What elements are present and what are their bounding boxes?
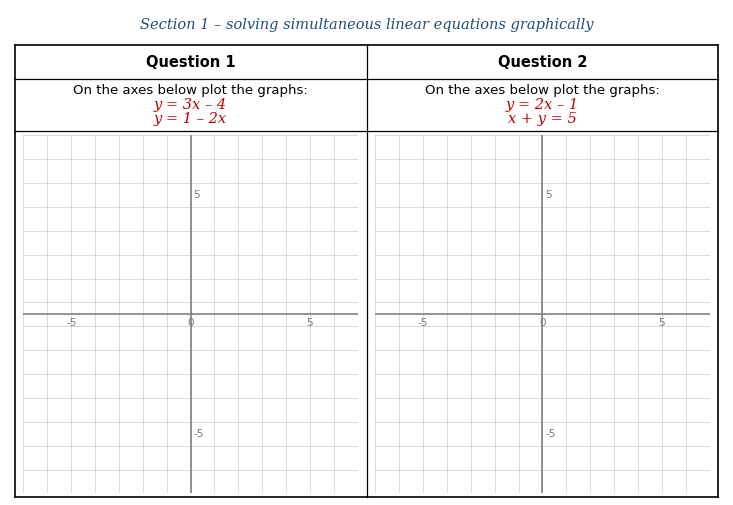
- Text: -5: -5: [194, 429, 204, 439]
- Text: -5: -5: [545, 429, 556, 439]
- Text: 0: 0: [539, 318, 545, 328]
- Text: On the axes below plot the graphs:: On the axes below plot the graphs:: [73, 84, 308, 97]
- Text: 5: 5: [545, 190, 552, 200]
- Text: On the axes below plot the graphs:: On the axes below plot the graphs:: [425, 84, 660, 97]
- Text: 5: 5: [658, 318, 665, 328]
- Text: x + y = 5: x + y = 5: [508, 112, 577, 126]
- Text: -5: -5: [418, 318, 428, 328]
- Text: Question 1: Question 1: [146, 55, 235, 70]
- Text: Section 1 – solving simultaneous linear equations graphically: Section 1 – solving simultaneous linear …: [140, 18, 593, 32]
- Text: y = 3x – 4: y = 3x – 4: [154, 97, 227, 112]
- Text: 5: 5: [306, 318, 313, 328]
- Text: y = 1 – 2x: y = 1 – 2x: [154, 112, 227, 126]
- Text: 5: 5: [194, 190, 200, 200]
- Text: -5: -5: [66, 318, 76, 328]
- Text: y = 2x – 1: y = 2x – 1: [506, 97, 579, 112]
- Text: Question 2: Question 2: [498, 55, 587, 70]
- Text: 0: 0: [188, 318, 194, 328]
